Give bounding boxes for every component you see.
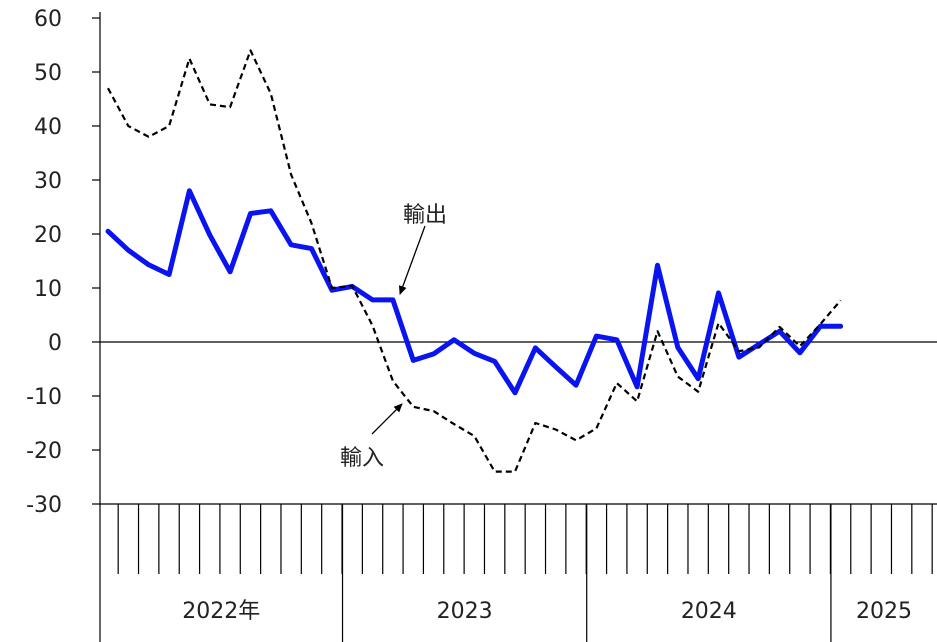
year-label: 2022年 — [182, 599, 260, 624]
export-annotation-arrow — [399, 225, 426, 295]
y-tick-label: 10 — [34, 277, 62, 302]
y-tick-label: 40 — [34, 115, 62, 140]
y-tick-label: -30 — [26, 493, 62, 518]
import-annotation-arrow — [371, 403, 403, 435]
export-annotation-label: 輸出 — [403, 203, 447, 228]
year-label: 2024 — [681, 599, 737, 624]
import-annotation-label: 輸入 — [340, 446, 384, 471]
y-tick-label: 60 — [34, 7, 62, 32]
export-series-line — [105, 188, 844, 396]
import-series-line — [107, 49, 842, 473]
year-label: 2023 — [437, 599, 493, 624]
series-group — [105, 49, 844, 473]
axes-group: 60 50 40 30 20 10 0 -10 -20 -30 2022年 2023 2024 2025 — [26, 7, 937, 642]
year-label: 2025 — [856, 599, 912, 624]
y-tick-label: 0 — [48, 331, 62, 356]
y-tick-label: 50 — [34, 61, 62, 86]
y-tick-label: 30 — [34, 169, 62, 194]
y-tick-label: -20 — [26, 439, 62, 464]
y-tick-label: -10 — [26, 385, 62, 410]
y-tick-label: 20 — [34, 223, 62, 248]
